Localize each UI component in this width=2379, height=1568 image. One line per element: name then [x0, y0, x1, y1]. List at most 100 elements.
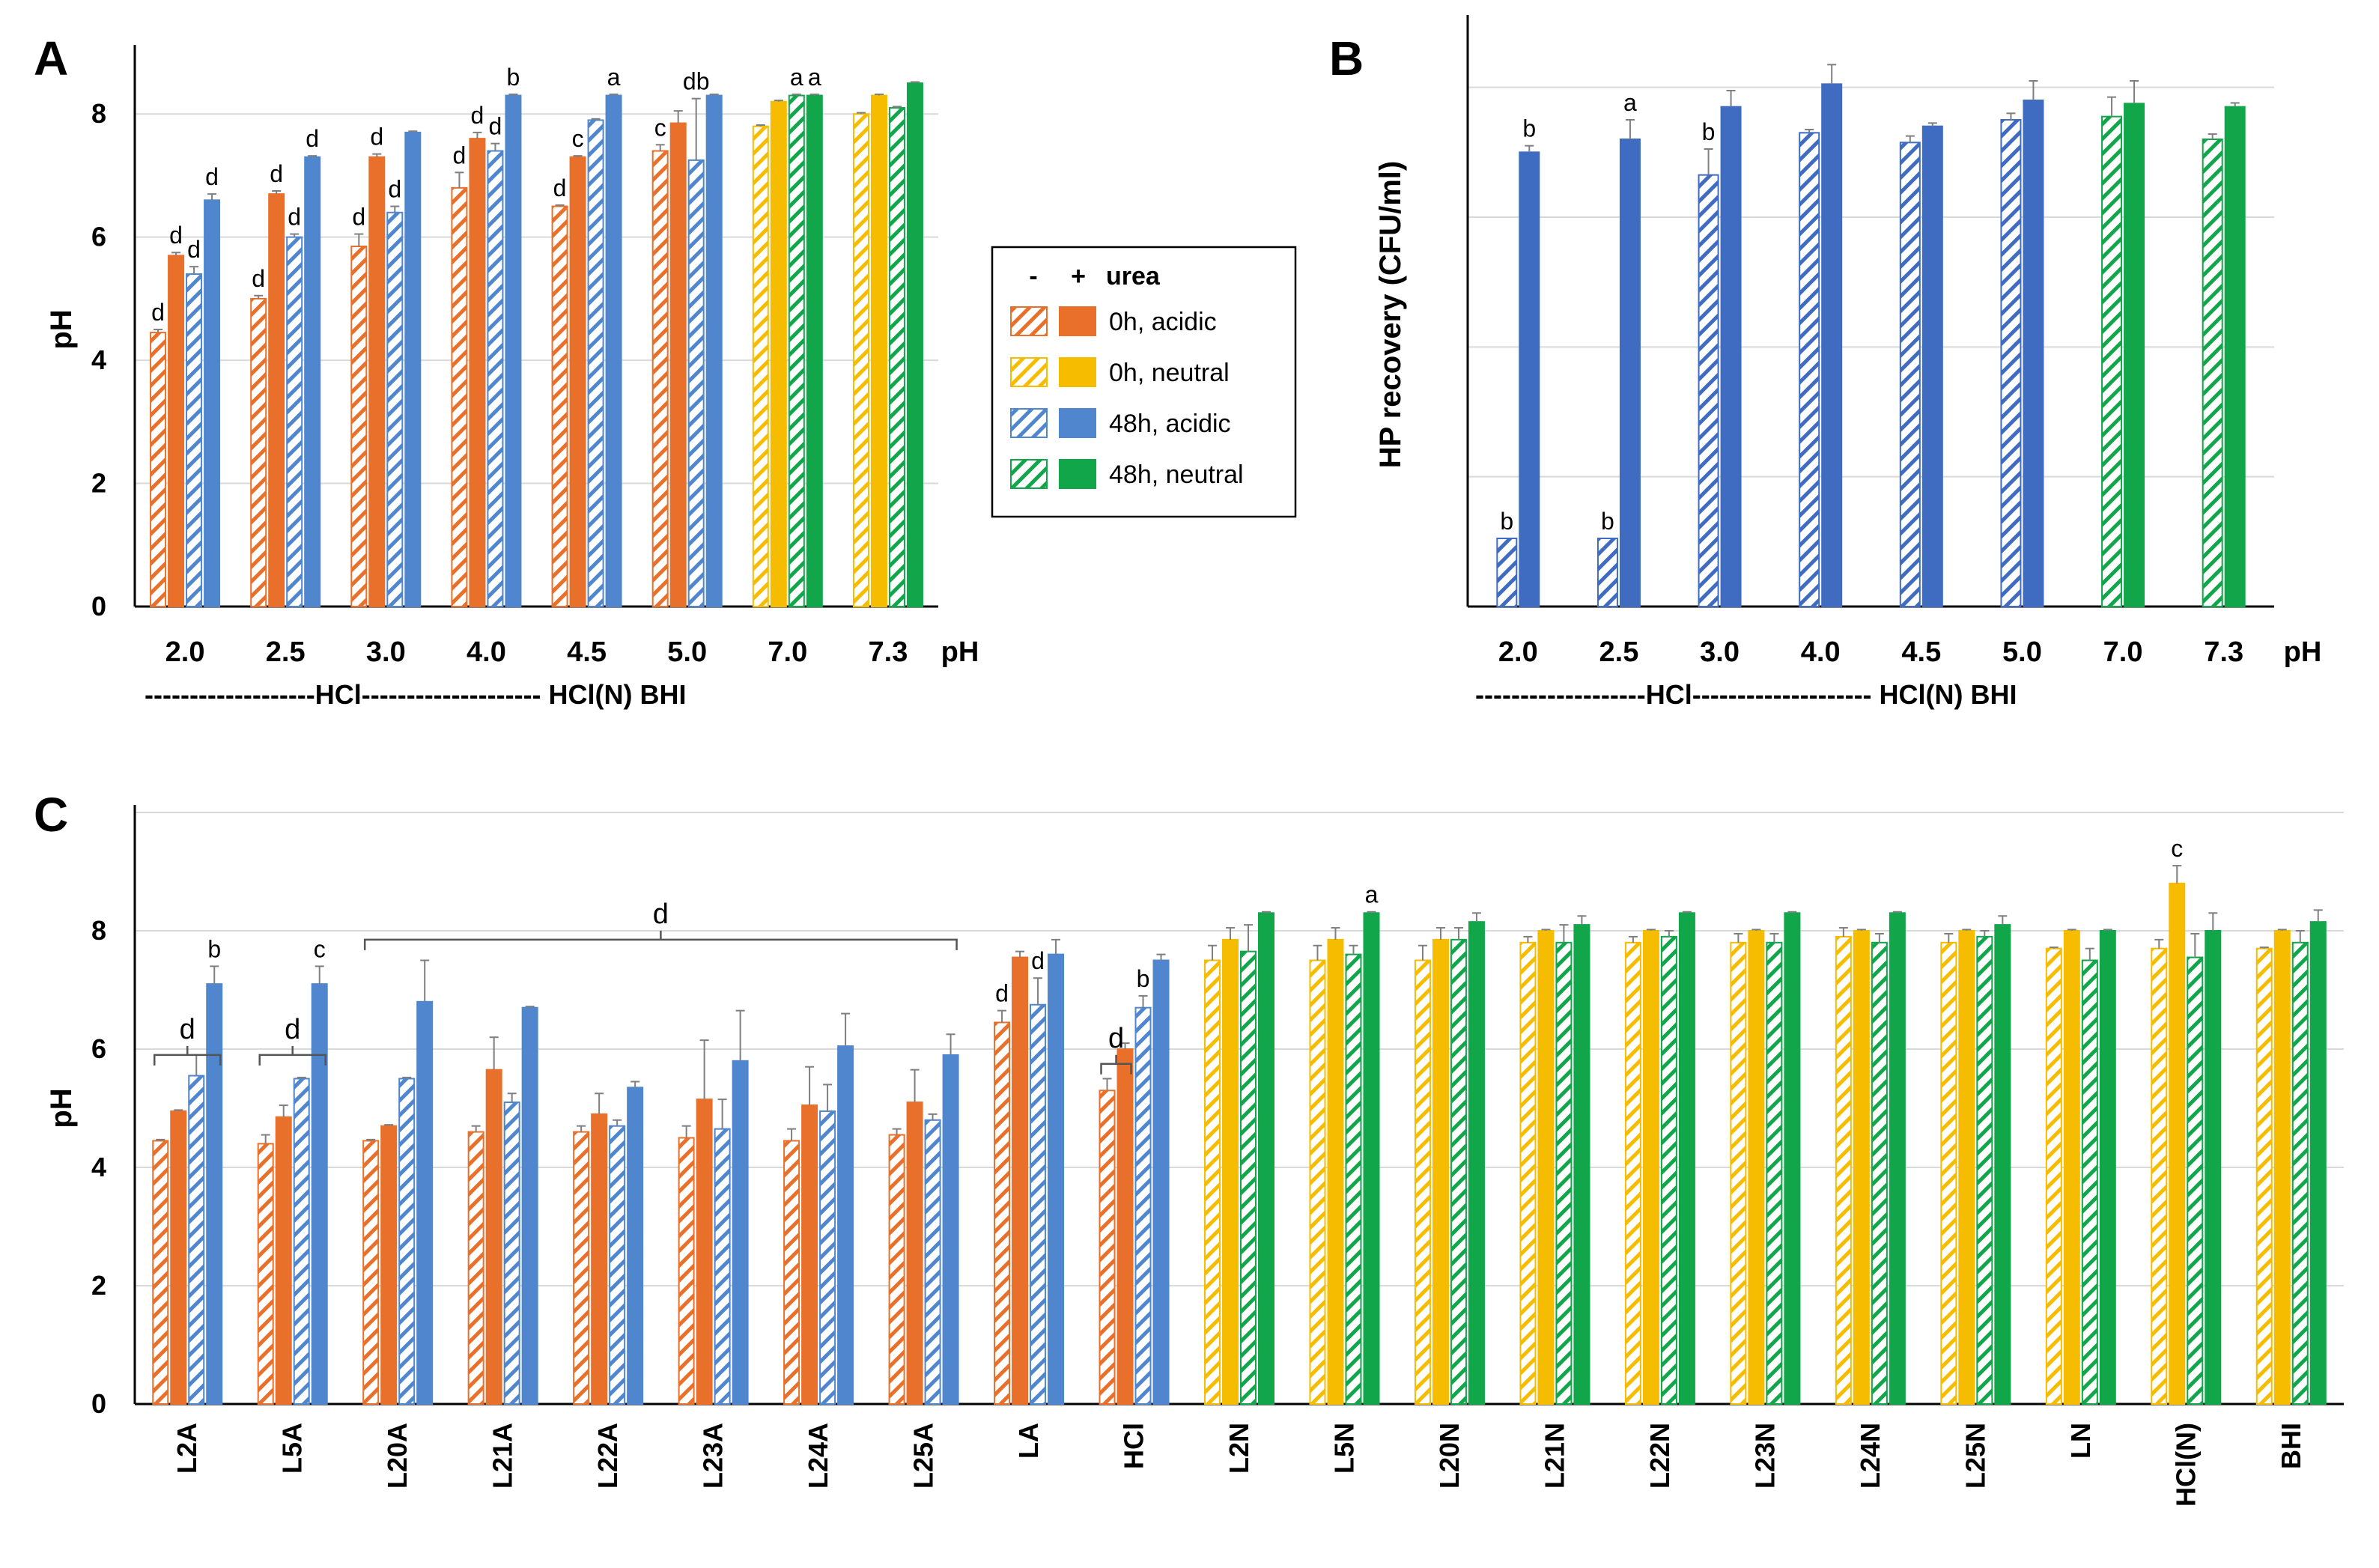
y-axis-label: pH — [45, 1088, 78, 1128]
bracket-letter: d — [653, 899, 669, 930]
legend-swatch-hatched — [1010, 357, 1048, 387]
category-label: 2.5 — [266, 636, 306, 668]
bar — [1921, 125, 1943, 607]
bar — [2151, 947, 2168, 1405]
bar — [1519, 941, 1537, 1406]
bar — [2309, 921, 2327, 1405]
bar — [1030, 1003, 1047, 1405]
panel-c: 0 2 4 6 8 CpH b L2A c L5A L20A L21A L22A L23A L24A L25A… — [34, 788, 2344, 1507]
bar — [1976, 935, 1993, 1405]
bracket-letter: d — [285, 1014, 300, 1045]
bar — [1871, 941, 1888, 1406]
category-label: BHI — [2276, 1423, 2306, 1469]
bar — [1748, 930, 1765, 1405]
bar — [398, 1078, 416, 1405]
bar — [1152, 959, 1170, 1405]
category-label: L22A — [592, 1423, 623, 1489]
bar — [521, 1006, 538, 1405]
panel-letter: A — [34, 31, 68, 85]
bar — [1012, 956, 1029, 1406]
significance-letter: b — [1702, 118, 1716, 145]
bar — [2000, 119, 2022, 607]
bar — [2255, 947, 2273, 1405]
significance-letter: c — [572, 125, 584, 152]
category-label: 4.5 — [567, 636, 607, 668]
bracket — [258, 1045, 326, 1066]
bar — [380, 1125, 398, 1405]
significance-letter: d — [306, 125, 319, 152]
bar — [906, 82, 923, 608]
bar — [293, 1078, 310, 1405]
legend-swatch-hatched — [1010, 306, 1048, 336]
significance-letter: d — [270, 160, 283, 187]
bar — [669, 122, 687, 608]
bar — [2273, 930, 2291, 1405]
bar — [2101, 115, 2123, 607]
bar — [1698, 174, 1719, 607]
y-tick-label: 4 — [91, 344, 106, 375]
bar — [505, 94, 522, 608]
bar — [605, 94, 622, 608]
bar — [1048, 953, 1065, 1405]
category-label: HCl — [1119, 1423, 1149, 1469]
category-label: LN — [2065, 1423, 2096, 1459]
bar — [1363, 912, 1380, 1406]
bar — [168, 255, 185, 607]
bar — [2224, 106, 2246, 607]
category-label: 2.5 — [1599, 636, 1639, 668]
bar — [1537, 930, 1555, 1405]
bar — [1345, 953, 1362, 1405]
significance-letter: b — [1522, 115, 1536, 142]
legend-header-minus: - — [1029, 262, 1037, 291]
category-label: L25A — [908, 1423, 939, 1489]
bar — [1555, 941, 1573, 1406]
y-tick-label: 0 — [91, 591, 106, 622]
bar — [1853, 930, 1870, 1405]
bar — [451, 186, 468, 607]
y-tick-label: 8 — [91, 98, 106, 129]
category-label: 2.0 — [1498, 636, 1538, 668]
category-label: L2N — [1224, 1423, 1254, 1474]
bar — [416, 1000, 434, 1406]
bar — [362, 1140, 380, 1405]
bar — [487, 150, 504, 608]
significance-letter: c — [654, 114, 666, 141]
significance-letter: d — [489, 113, 502, 140]
significance-letter: d — [370, 124, 383, 151]
bar — [1994, 924, 2011, 1405]
panel-b: B HP recovery (CFU/ml) b b 2.0 b a 2.5 b 3.0 4.0 4.… — [1329, 15, 2321, 710]
bar — [204, 199, 221, 608]
category-label: 4.5 — [1901, 636, 1941, 668]
bar — [888, 107, 905, 607]
bracket — [1100, 1054, 1132, 1075]
bar — [609, 1125, 626, 1405]
significance-letter: b — [1500, 508, 1513, 535]
category-label: 7.3 — [2204, 636, 2243, 668]
bar — [1258, 912, 1274, 1406]
group-line: -------------------HCl------------------… — [1475, 679, 2017, 710]
bar — [801, 1104, 818, 1406]
category-label: L21N — [1539, 1423, 1570, 1489]
bar — [286, 236, 303, 607]
bar — [942, 1054, 959, 1406]
category-label: 7.0 — [768, 636, 807, 668]
category-label: L5N — [1328, 1423, 1359, 1474]
bar — [1327, 938, 1344, 1405]
bracket — [363, 930, 958, 950]
bar — [467, 1131, 484, 1405]
category-label: HCl(N) — [2170, 1423, 2201, 1507]
bar — [2045, 947, 2062, 1405]
bar — [350, 246, 368, 607]
bar — [687, 159, 705, 607]
bar — [1660, 935, 1677, 1405]
bar — [888, 1134, 905, 1406]
bar — [1678, 912, 1695, 1406]
bar — [257, 1143, 274, 1406]
category-label: 7.3 — [869, 636, 908, 668]
group-line: -------------------HCl------------------… — [145, 679, 687, 710]
bar — [1642, 930, 1659, 1405]
bar — [551, 205, 568, 607]
bar — [678, 1137, 695, 1405]
legend-swatch-solid — [1059, 408, 1096, 438]
